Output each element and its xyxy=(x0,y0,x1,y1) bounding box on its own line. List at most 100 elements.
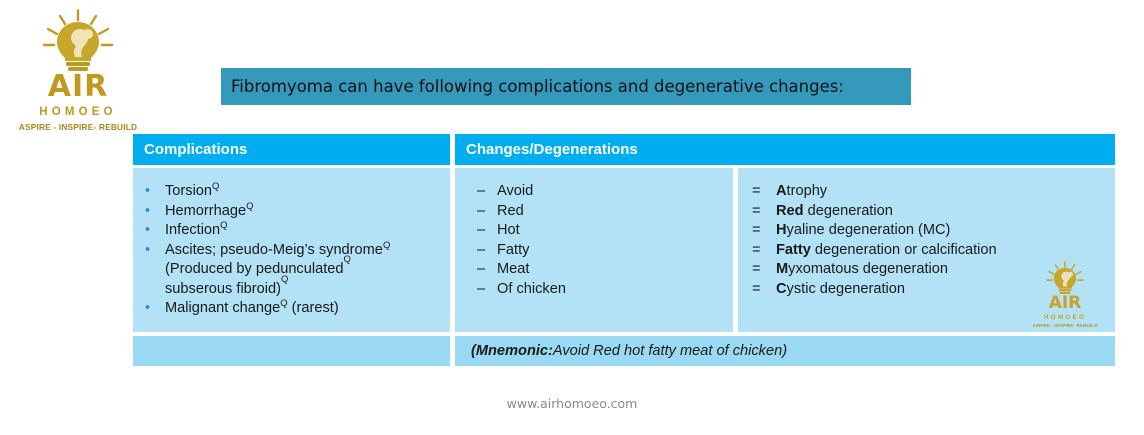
mnemonic-letter: C xyxy=(776,280,787,297)
watermark-logo: AIR HOMOEO ASPIRE - INSPIRE- REBUILD xyxy=(1029,261,1101,328)
superscript-q: Q xyxy=(220,220,228,232)
mnemonic-letter: A xyxy=(776,183,787,199)
equals-icon: = xyxy=(752,261,761,277)
list-item: = Fatty degeneration or calcification xyxy=(752,241,1107,261)
list-item: – Hot xyxy=(477,221,725,241)
continuation-label: (Produced by pedunculated xyxy=(165,261,344,277)
mnemonic-letter: M xyxy=(776,261,789,277)
footer-website-url: www.airhomoeo.com xyxy=(506,396,638,411)
degenerations-list: = Atrophy = Red degeneration = Hyaline d… xyxy=(752,182,1107,299)
dash-icon: – xyxy=(477,280,486,297)
list-item-label: Meat xyxy=(497,261,530,277)
mnemonic-letter: Fatty xyxy=(776,241,811,258)
watermark-tagline: ASPIRE - INSPIRE- REBUILD xyxy=(1032,323,1098,328)
superscript-q: Q xyxy=(212,181,220,193)
brand-logo: AIR HOMOEO ASPIRE - INSPIRE- REBUILD xyxy=(14,8,142,132)
list-item: • Ascites; pseudo-Meig’s syndromeQ xyxy=(145,239,442,261)
list-item-label: Fatty xyxy=(497,241,530,258)
list-item-label: Ascites; pseudo-Meig’s syndrome xyxy=(165,241,383,258)
complications-list: • TorsionQ • HemorrhageQ • InfectionQ • … xyxy=(145,182,442,319)
header-divider xyxy=(450,134,455,165)
cell-mnemonic-words: – Avoid – Red – Hot – Fatty – Meat xyxy=(455,168,733,332)
superscript-q: Q xyxy=(343,254,351,265)
list-item-label: yxomatous degeneration xyxy=(788,261,948,277)
equals-icon: = xyxy=(752,183,761,199)
continuation-label: subserous fibroid) xyxy=(165,280,281,297)
list-item-label: Hemorrhage xyxy=(165,202,247,219)
list-item: = Atrophy xyxy=(752,182,1107,202)
lightbulb-idea-icon xyxy=(1029,261,1101,295)
mnemonic-row-blank-cell xyxy=(133,336,450,366)
dash-icon: – xyxy=(477,183,486,199)
mnemonic-words-list: – Avoid – Red – Hot – Fatty – Meat xyxy=(477,182,725,299)
column-header-complications: Complications xyxy=(133,134,450,165)
title-banner: Fibromyoma can have following complicati… xyxy=(221,68,911,105)
list-item: • InfectionQ xyxy=(145,221,442,241)
list-item-suffix: (rarest) xyxy=(287,300,339,316)
equals-icon: = xyxy=(752,280,761,297)
column-divider xyxy=(450,336,455,366)
bullet-icon: • xyxy=(145,300,151,316)
list-item-continuation: subserous fibroid) Q xyxy=(165,273,442,300)
list-item-label: Malignant change xyxy=(165,300,281,316)
list-item-label: ystic degeneration xyxy=(786,280,905,297)
table-body-row: • TorsionQ • HemorrhageQ • InfectionQ • … xyxy=(133,168,1115,332)
page-title: Fibromyoma can have following complicati… xyxy=(231,77,844,96)
superscript-q: Q xyxy=(280,298,288,310)
list-item-label: Avoid xyxy=(497,183,534,199)
list-item: – Meat xyxy=(477,260,725,280)
list-item-label: trophy xyxy=(786,183,828,199)
brand-tagline: ASPIRE - INSPIRE- REBUILD xyxy=(18,122,138,132)
bullet-icon: • xyxy=(145,241,151,258)
mnemonic-note-label: (Mnemonic: xyxy=(471,343,553,359)
superscript-q: Q xyxy=(281,273,289,285)
bullet-icon: • xyxy=(145,202,151,219)
dash-icon: – xyxy=(477,261,486,277)
equals-icon: = xyxy=(752,202,761,219)
lightbulb-idea-icon xyxy=(14,8,142,74)
mnemonic-note: (Mnemonic: Avoid Red hot fatty meat of c… xyxy=(455,336,1115,366)
list-item: = Red degeneration xyxy=(752,202,1107,222)
bullet-icon: • xyxy=(145,222,151,238)
list-item-label: yaline degeneration (MC) xyxy=(786,222,951,238)
mnemonic-letter: H xyxy=(776,222,787,238)
superscript-q: Q xyxy=(382,239,391,251)
list-item: • HemorrhageQ xyxy=(145,200,442,222)
mnemonic-note-phrase: Avoid Red hot fatty meat of chicken) xyxy=(552,343,788,359)
dash-icon: – xyxy=(477,241,486,258)
mnemonic-row: (Mnemonic: Avoid Red hot fatty meat of c… xyxy=(133,336,1115,366)
equals-icon: = xyxy=(752,222,761,238)
list-item: = Cystic degeneration xyxy=(752,280,1107,300)
cell-complications: • TorsionQ • HemorrhageQ • InfectionQ • … xyxy=(133,168,450,332)
list-item: • Malignant changeQ (rarest) xyxy=(145,299,442,319)
dash-icon: – xyxy=(477,202,486,219)
mnemonic-letter: Red xyxy=(776,202,804,219)
brand-name: AIR xyxy=(47,69,109,104)
list-item-continuation: (Produced by pedunculated Q xyxy=(165,254,442,280)
column-divider xyxy=(733,168,738,332)
column-divider xyxy=(450,168,455,332)
list-item: – Of chicken xyxy=(477,280,725,300)
list-item-label: Torsion xyxy=(165,183,213,199)
list-item: = Hyaline degeneration (MC) xyxy=(752,221,1107,241)
list-item: – Avoid xyxy=(477,182,725,202)
complications-table: Complications Changes/Degenerations • To… xyxy=(133,134,1115,366)
table-header-row: Complications Changes/Degenerations xyxy=(133,134,1115,165)
list-item-label: degeneration xyxy=(803,202,893,219)
dash-icon: – xyxy=(477,222,486,238)
superscript-q: Q xyxy=(246,200,254,212)
brand-subname: HOMOEO xyxy=(39,106,117,118)
column-header-changes-degenerations: Changes/Degenerations xyxy=(455,134,1115,165)
list-item: – Red xyxy=(477,202,725,222)
equals-icon: = xyxy=(752,241,761,258)
list-item-label: Of chicken xyxy=(497,280,566,297)
list-item-label: Hot xyxy=(497,222,520,238)
list-item: = Myxomatous degeneration xyxy=(752,260,1107,280)
cell-degenerations: = Atrophy = Red degeneration = Hyaline d… xyxy=(738,168,1115,332)
list-item-label: Red xyxy=(497,202,524,219)
list-item-label: degeneration or calcification xyxy=(810,241,997,258)
list-item: – Fatty xyxy=(477,241,725,261)
list-item-label: Infection xyxy=(165,222,221,238)
watermark-name: AIR xyxy=(1048,293,1082,313)
list-item: • TorsionQ xyxy=(145,182,442,202)
